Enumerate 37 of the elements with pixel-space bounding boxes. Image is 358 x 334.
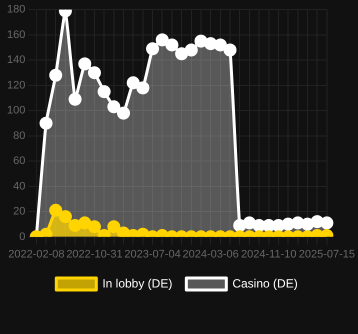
point xyxy=(40,116,53,130)
legend-label: Casino (DE) xyxy=(232,276,298,290)
point xyxy=(214,38,227,52)
x-tick-label: 2022-02-08 xyxy=(8,248,64,260)
point xyxy=(117,106,130,120)
point xyxy=(68,92,82,106)
point xyxy=(78,57,92,70)
y-tick-label: 0 xyxy=(19,230,26,243)
point xyxy=(165,38,178,52)
point xyxy=(194,34,208,48)
point xyxy=(204,37,218,50)
point xyxy=(136,81,150,94)
point xyxy=(49,68,62,82)
y-tick-label: 180 xyxy=(6,4,26,16)
x-tick-label: 2022-10-31 xyxy=(66,248,123,260)
point xyxy=(224,43,237,56)
y-tick-label: 80 xyxy=(13,130,26,142)
x-tick-label: 2023-07-04 xyxy=(124,248,181,260)
y-tick-label: 60 xyxy=(13,155,26,168)
x-tick-label: 2024-03-06 xyxy=(182,248,239,260)
point xyxy=(146,42,160,56)
point xyxy=(184,43,198,56)
point xyxy=(88,66,101,80)
point xyxy=(156,33,169,46)
y-tick-label: 100 xyxy=(6,104,26,117)
point xyxy=(126,76,140,90)
y-tick-label: 160 xyxy=(6,28,26,41)
legend-label: In lobby (DE) xyxy=(102,276,172,290)
point xyxy=(175,47,188,60)
x-tick-label: 2025-07-15 xyxy=(298,248,356,260)
y-tick-label: 120 xyxy=(6,79,26,92)
point xyxy=(98,85,111,98)
y-tick-label: 20 xyxy=(13,206,26,218)
x-tick-label: 2024-11-10 xyxy=(241,248,296,260)
y-tick-label: 140 xyxy=(6,54,26,66)
y-tick-label: 40 xyxy=(13,180,26,192)
point xyxy=(107,100,120,114)
